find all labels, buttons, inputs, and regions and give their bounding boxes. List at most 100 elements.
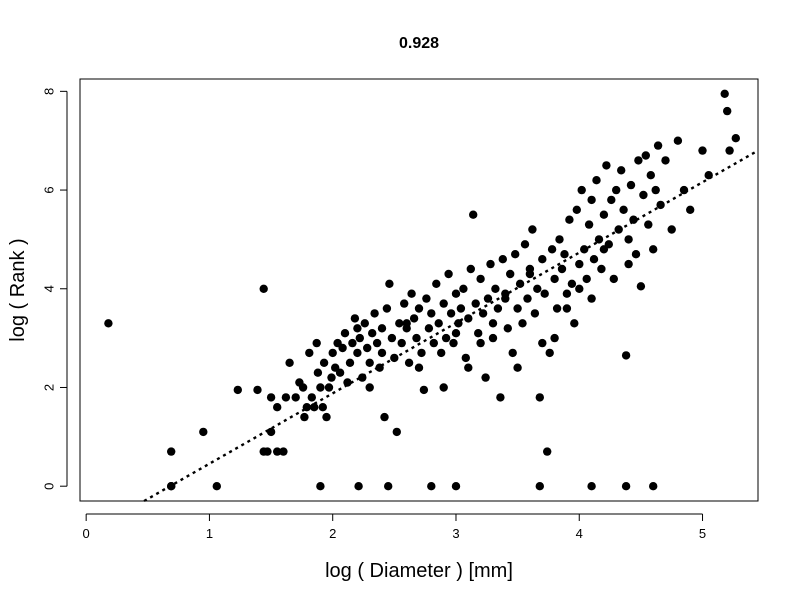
data-point — [104, 319, 113, 328]
data-point — [316, 383, 325, 392]
data-point — [582, 274, 591, 284]
data-point — [302, 403, 311, 412]
data-point — [491, 284, 500, 293]
data-point — [607, 195, 616, 205]
data-point — [370, 309, 379, 318]
data-point — [639, 190, 648, 200]
data-point — [486, 259, 495, 269]
data-point — [429, 338, 438, 348]
data-point — [656, 200, 665, 210]
data-point — [451, 289, 461, 298]
data-point — [626, 180, 636, 190]
y-tick-label: 8 — [41, 88, 56, 95]
y-axis: 0 2 4 6 8 — [41, 88, 68, 490]
data-point — [538, 255, 547, 264]
y-tick-label: 4 — [41, 285, 56, 292]
data-point — [720, 89, 729, 99]
data-point — [545, 348, 554, 358]
points-group — [104, 89, 740, 491]
data-point — [313, 368, 323, 377]
data-point — [530, 309, 540, 318]
data-point — [414, 304, 424, 313]
data-point — [686, 205, 695, 214]
data-point — [375, 363, 384, 372]
x-tick-label: 4 — [576, 526, 583, 541]
data-point — [515, 279, 525, 288]
data-point — [353, 324, 362, 333]
data-point — [266, 427, 276, 437]
data-point — [661, 156, 670, 165]
data-point — [434, 319, 443, 328]
x-tick-label: 0 — [83, 526, 90, 541]
data-point — [363, 343, 372, 353]
data-point — [631, 250, 641, 259]
data-point — [327, 373, 336, 382]
data-point — [464, 363, 473, 372]
data-point — [407, 289, 416, 298]
data-point — [587, 482, 596, 491]
data-point — [348, 338, 357, 348]
data-point — [412, 333, 421, 343]
data-point — [432, 279, 441, 288]
data-point — [653, 141, 663, 150]
data-point — [212, 482, 221, 491]
data-point — [523, 294, 532, 303]
data-point — [338, 343, 347, 353]
data-point — [584, 220, 594, 229]
data-point — [464, 314, 473, 323]
data-point — [305, 348, 314, 358]
data-point — [589, 255, 599, 264]
data-point — [587, 294, 596, 303]
data-point — [478, 309, 488, 318]
data-point — [562, 289, 572, 298]
data-point — [199, 427, 208, 437]
data-point — [400, 299, 409, 308]
data-point — [446, 309, 456, 318]
y-axis-label: log ( Rank ) — [7, 238, 29, 341]
data-point — [377, 324, 387, 333]
data-point — [550, 333, 559, 343]
data-point — [498, 255, 507, 264]
data-point — [355, 333, 364, 343]
data-point — [560, 250, 569, 259]
data-point — [679, 185, 689, 195]
data-point — [454, 319, 463, 328]
data-point — [481, 373, 490, 382]
data-point — [511, 250, 520, 259]
fit-line — [143, 149, 759, 503]
data-point — [550, 274, 559, 284]
data-point — [592, 176, 601, 185]
data-point — [557, 264, 567, 274]
data-point — [535, 482, 544, 491]
data-point — [520, 240, 530, 249]
data-point — [547, 245, 557, 254]
data-point — [575, 284, 584, 293]
data-point — [372, 338, 382, 348]
data-point — [667, 225, 676, 234]
data-point — [624, 235, 633, 244]
data-point — [444, 269, 453, 279]
data-point — [439, 383, 448, 392]
data-point — [636, 282, 646, 291]
data-point — [513, 363, 522, 372]
data-point — [621, 482, 631, 491]
data-point — [634, 156, 643, 165]
data-point — [540, 289, 549, 298]
data-point — [602, 161, 611, 170]
data-point — [624, 259, 633, 269]
data-point — [496, 393, 505, 402]
x-tick-label: 3 — [452, 526, 459, 541]
data-point — [437, 348, 446, 358]
data-point — [395, 319, 404, 328]
data-point — [285, 358, 294, 367]
data-point — [385, 279, 394, 288]
data-point — [570, 319, 579, 328]
data-point — [471, 299, 480, 308]
data-point — [298, 383, 308, 392]
data-point — [483, 294, 493, 303]
data-point — [525, 269, 535, 279]
data-point — [587, 195, 596, 205]
data-point — [513, 304, 522, 313]
x-tick-label: 2 — [329, 526, 336, 541]
data-point — [409, 314, 419, 323]
